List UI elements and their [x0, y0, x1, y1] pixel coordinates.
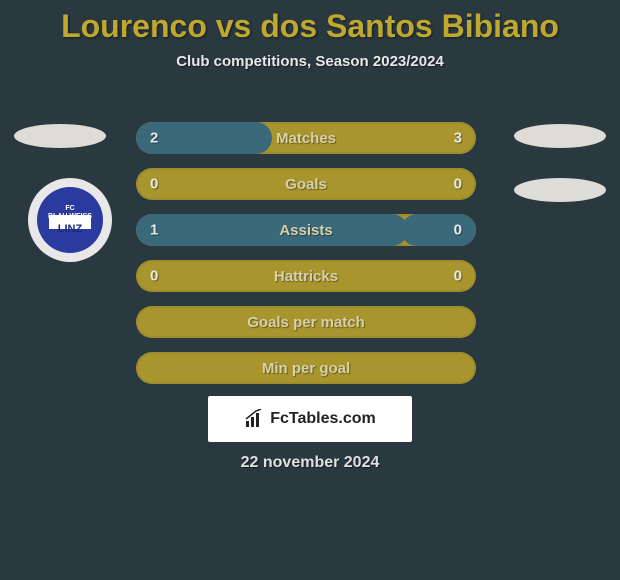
club-placeholder-right	[514, 178, 606, 202]
club-badge-inner: FC BLAU WEISS LINZ	[37, 187, 103, 253]
chart-icon	[244, 409, 264, 429]
stat-label: Goals	[285, 176, 327, 193]
stat-row: Matches 2 3	[136, 122, 476, 154]
stat-row: Min per goal	[136, 352, 476, 384]
stat-row: Goals per match	[136, 306, 476, 338]
page-title: Lourenco vs dos Santos Bibiano	[0, 0, 620, 45]
branding-text: FcTables.com	[270, 410, 376, 428]
club-badge-left: FC BLAU WEISS LINZ	[28, 178, 112, 262]
stat-value-right: 0	[454, 176, 462, 193]
stat-fill-left	[136, 214, 408, 246]
stat-row: Hattricks 0 0	[136, 260, 476, 292]
stat-label: Assists	[279, 222, 332, 239]
player-placeholder-right	[514, 124, 606, 148]
branding-box[interactable]: FcTables.com	[208, 396, 412, 442]
page-subtitle: Club competitions, Season 2023/2024	[0, 53, 620, 70]
stat-value-right: 0	[454, 268, 462, 285]
stat-label: Matches	[276, 130, 336, 147]
stat-value-right: 3	[454, 130, 462, 147]
stat-row: Assists 1 0	[136, 214, 476, 246]
stats-container: Matches23Goals00Assists10Hattricks00Goal…	[136, 122, 476, 398]
date-label: 22 november 2024	[0, 454, 620, 472]
club-badge-line1: FC	[65, 205, 74, 213]
stat-label: Goals per match	[247, 314, 365, 331]
player-placeholder-left	[14, 124, 106, 148]
stat-value-right: 0	[454, 222, 462, 239]
club-badge-line2: BLAU WEISS	[48, 213, 92, 221]
stat-value-left: 0	[150, 176, 158, 193]
stat-value-left: 2	[150, 130, 158, 147]
stat-value-left: 0	[150, 268, 158, 285]
club-badge-line3: LINZ	[58, 223, 82, 235]
stat-value-left: 1	[150, 222, 158, 239]
stat-label: Min per goal	[262, 360, 350, 377]
stat-fill-right	[401, 214, 476, 246]
stat-row: Goals 0 0	[136, 168, 476, 200]
stat-label: Hattricks	[274, 268, 338, 285]
